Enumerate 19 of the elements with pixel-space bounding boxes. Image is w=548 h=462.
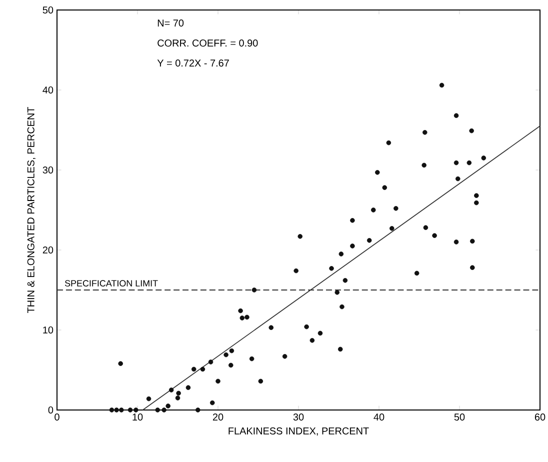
x-axis-title: FLAKINESS INDEX, PERCENT xyxy=(228,427,369,436)
y-tick-label: 50 xyxy=(42,6,54,14)
annotation: CORR. COEFF. = 0.90 xyxy=(158,40,258,47)
y-axis-title: THIN & ELONGATED PARTICLES, PERCENT xyxy=(27,106,36,314)
x-tick-label: 50 xyxy=(454,414,465,421)
x-tick-label: 30 xyxy=(293,414,304,421)
x-tick-label: 20 xyxy=(212,414,224,421)
y-tick-label: 10 xyxy=(43,326,54,334)
x-tick-label: 60 xyxy=(534,414,546,421)
y-tick-label: 30 xyxy=(42,166,54,174)
annotation: N= 70 xyxy=(158,20,184,27)
y-tick-label: 20 xyxy=(42,246,54,254)
ref-line-label: SPECIFICATION LIMIT xyxy=(64,280,158,286)
x-tick-label: 10 xyxy=(132,414,143,421)
x-tick-label: 0 xyxy=(54,414,60,421)
x-tick-label: 40 xyxy=(374,414,384,421)
y-tick-label: 40 xyxy=(42,86,54,94)
annotation: Y = 0.72X - 7.67 xyxy=(157,60,229,67)
y-tick-label: 0 xyxy=(48,406,54,414)
